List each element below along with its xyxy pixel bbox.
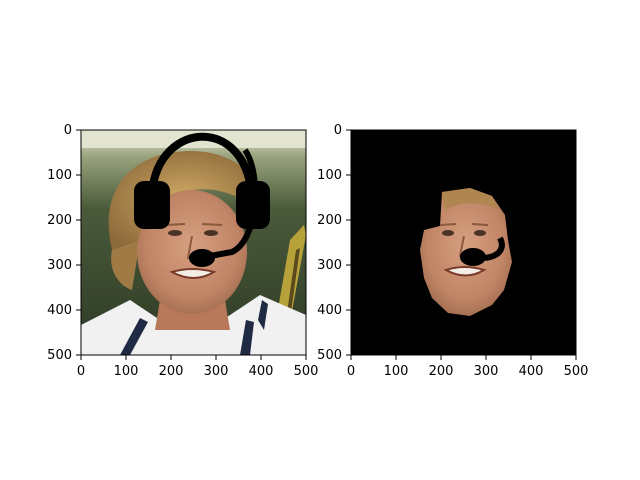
y-tick-label: 400 (317, 303, 342, 318)
x-tick-label: 300 (204, 364, 229, 379)
y-tick-label: 400 (47, 303, 72, 318)
x-tick-label: 200 (429, 364, 454, 379)
left-y-axis: 0 100 200 300 400 500 (47, 123, 81, 363)
y-tick-label: 200 (47, 213, 72, 228)
y-tick-label: 100 (317, 168, 342, 183)
x-tick-label: 400 (519, 364, 544, 379)
y-tick-label: 0 (334, 123, 342, 138)
right-panel: 0 100 200 300 400 500 0 100 200 300 400 … (317, 123, 588, 379)
y-tick-label: 100 (47, 168, 72, 183)
x-tick-label: 300 (474, 364, 499, 379)
y-tick-label: 500 (317, 348, 342, 363)
left-photo (81, 130, 306, 355)
x-tick-label: 0 (77, 364, 85, 379)
left-panel: 0 100 200 300 400 500 0 100 200 300 400 … (47, 123, 318, 379)
y-tick-label: 300 (47, 258, 72, 273)
right-y-axis: 0 100 200 300 400 500 (317, 123, 351, 363)
x-tick-label: 100 (384, 364, 409, 379)
x-tick-label: 500 (564, 364, 589, 379)
headset-overlay (134, 132, 270, 267)
x-tick-label: 500 (294, 364, 319, 379)
x-tick-label: 200 (159, 364, 184, 379)
y-tick-label: 300 (317, 258, 342, 273)
x-tick-label: 0 (347, 364, 355, 379)
x-tick-label: 400 (249, 364, 274, 379)
y-tick-label: 500 (47, 348, 72, 363)
x-tick-label: 100 (114, 364, 139, 379)
y-tick-label: 200 (317, 213, 342, 228)
right-x-axis: 0 100 200 300 400 500 (347, 355, 589, 379)
right-masked-photo (351, 130, 576, 355)
left-x-axis: 0 100 200 300 400 500 (77, 355, 319, 379)
y-tick-label: 0 (64, 123, 72, 138)
